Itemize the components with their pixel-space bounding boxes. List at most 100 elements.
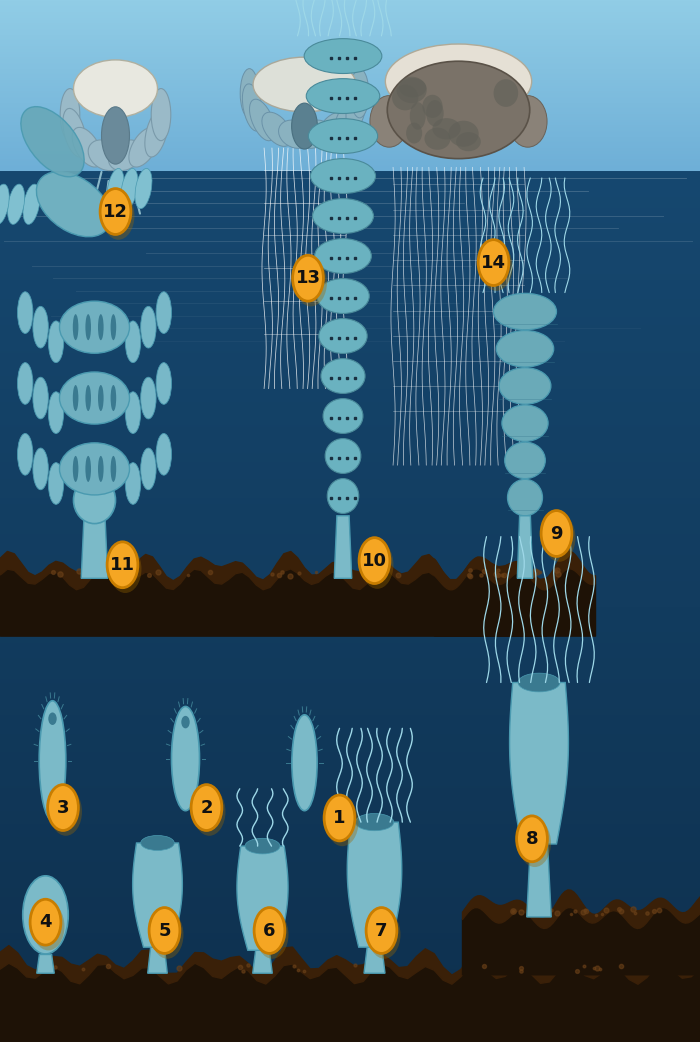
Ellipse shape — [316, 278, 370, 314]
Ellipse shape — [141, 448, 156, 490]
Text: 13: 13 — [295, 269, 321, 288]
Ellipse shape — [325, 439, 361, 473]
Ellipse shape — [292, 715, 317, 811]
Ellipse shape — [505, 442, 545, 478]
Circle shape — [541, 511, 572, 556]
Ellipse shape — [321, 358, 365, 394]
Polygon shape — [364, 947, 385, 973]
Ellipse shape — [18, 433, 33, 475]
Ellipse shape — [424, 127, 450, 150]
Ellipse shape — [370, 96, 409, 147]
Ellipse shape — [309, 119, 378, 153]
Ellipse shape — [499, 368, 551, 404]
Ellipse shape — [121, 169, 138, 208]
Polygon shape — [237, 846, 288, 950]
Text: 11: 11 — [110, 555, 135, 574]
Ellipse shape — [85, 384, 91, 411]
Circle shape — [368, 911, 400, 959]
Ellipse shape — [502, 405, 548, 442]
Polygon shape — [133, 843, 182, 947]
Ellipse shape — [88, 140, 122, 171]
Ellipse shape — [242, 83, 263, 131]
Ellipse shape — [456, 132, 481, 151]
Ellipse shape — [74, 59, 158, 117]
Ellipse shape — [346, 83, 367, 131]
Ellipse shape — [85, 456, 91, 481]
Ellipse shape — [125, 321, 141, 363]
Ellipse shape — [292, 103, 317, 149]
Ellipse shape — [410, 102, 426, 130]
Text: 12: 12 — [103, 202, 128, 221]
Ellipse shape — [48, 713, 57, 725]
Ellipse shape — [107, 169, 124, 208]
Ellipse shape — [422, 95, 442, 118]
Ellipse shape — [317, 113, 347, 146]
Ellipse shape — [156, 433, 172, 475]
Polygon shape — [253, 950, 272, 973]
Polygon shape — [335, 516, 351, 578]
Ellipse shape — [494, 294, 556, 330]
Ellipse shape — [156, 292, 172, 333]
Ellipse shape — [0, 184, 9, 224]
Circle shape — [191, 785, 222, 830]
Ellipse shape — [72, 127, 102, 167]
Circle shape — [519, 819, 551, 867]
Circle shape — [324, 795, 355, 841]
Ellipse shape — [60, 301, 130, 353]
Ellipse shape — [60, 89, 80, 141]
Circle shape — [48, 785, 78, 830]
Circle shape — [295, 258, 327, 306]
Ellipse shape — [129, 127, 159, 167]
Circle shape — [480, 243, 512, 291]
Ellipse shape — [33, 306, 48, 348]
Polygon shape — [510, 683, 568, 844]
Ellipse shape — [85, 315, 91, 340]
Circle shape — [30, 899, 61, 945]
Text: 2: 2 — [200, 798, 213, 817]
Ellipse shape — [111, 456, 116, 481]
Ellipse shape — [396, 77, 427, 103]
Ellipse shape — [33, 448, 48, 490]
Ellipse shape — [73, 315, 78, 340]
Text: 9: 9 — [550, 524, 563, 543]
Ellipse shape — [98, 456, 104, 481]
Circle shape — [107, 542, 138, 588]
Ellipse shape — [334, 99, 360, 141]
Text: 10: 10 — [362, 551, 387, 570]
Circle shape — [193, 788, 225, 836]
Ellipse shape — [181, 716, 190, 728]
Text: 8: 8 — [526, 829, 538, 848]
Circle shape — [100, 189, 131, 234]
Ellipse shape — [22, 875, 69, 954]
Ellipse shape — [304, 39, 382, 74]
Ellipse shape — [135, 169, 152, 208]
Ellipse shape — [63, 108, 86, 157]
Ellipse shape — [508, 479, 542, 516]
Ellipse shape — [151, 89, 171, 141]
Ellipse shape — [399, 78, 426, 98]
Ellipse shape — [156, 363, 172, 404]
Circle shape — [149, 908, 180, 953]
Ellipse shape — [60, 443, 130, 495]
Ellipse shape — [387, 61, 530, 158]
Ellipse shape — [518, 673, 560, 692]
Ellipse shape — [102, 107, 130, 165]
Ellipse shape — [449, 121, 479, 147]
Ellipse shape — [141, 306, 156, 348]
Ellipse shape — [18, 363, 33, 404]
Circle shape — [102, 192, 134, 240]
Ellipse shape — [319, 319, 367, 353]
Polygon shape — [526, 844, 552, 917]
Ellipse shape — [311, 158, 375, 194]
Ellipse shape — [385, 44, 532, 119]
Ellipse shape — [433, 118, 461, 140]
Ellipse shape — [253, 57, 356, 111]
Ellipse shape — [48, 463, 64, 504]
Circle shape — [151, 911, 183, 959]
Ellipse shape — [108, 140, 143, 171]
Circle shape — [326, 798, 358, 846]
Ellipse shape — [249, 99, 275, 141]
Ellipse shape — [73, 384, 78, 411]
Circle shape — [366, 908, 397, 953]
Ellipse shape — [240, 69, 258, 118]
